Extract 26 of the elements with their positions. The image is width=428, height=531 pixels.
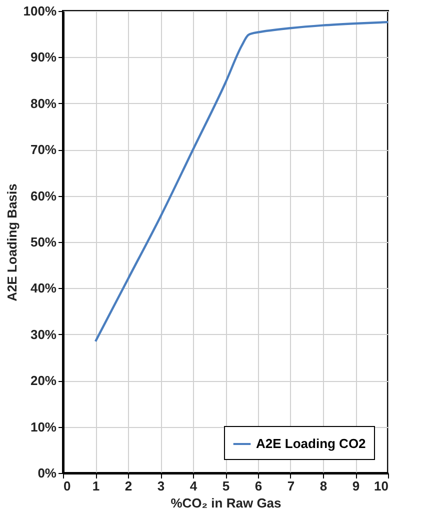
x-tick-label: 3 <box>157 478 165 494</box>
y-tick-label: 10% <box>30 419 57 434</box>
y-tick-label: 0% <box>38 466 57 480</box>
line-series <box>94 20 390 342</box>
x-tick-label: 10 <box>374 478 388 494</box>
x-tick-label: 1 <box>92 478 100 494</box>
x-tick-label: 5 <box>222 478 230 494</box>
y-axis-title: A2E Loading Basis <box>4 184 20 302</box>
x-tick-label: 9 <box>352 478 360 494</box>
x-tick-label: 8 <box>320 478 328 494</box>
y-tick-label: 80% <box>30 96 57 111</box>
x-tick-label: 6 <box>254 478 262 494</box>
y-tick-label: 60% <box>30 188 57 204</box>
y-tick-label: 90% <box>30 50 57 65</box>
x-tick-label: 7 <box>287 478 295 494</box>
x-axis-title: %CO₂ in Raw Gas <box>170 496 282 510</box>
y-tick-label: 30% <box>30 326 57 342</box>
x-tick-label: 0 <box>64 478 71 494</box>
y-tick-label: 50% <box>30 234 57 250</box>
x-tick-label: 2 <box>124 478 132 494</box>
y-tick-label: 40% <box>30 280 57 296</box>
x-tick-label: 4 <box>190 478 198 494</box>
y-tick-label: 20% <box>30 373 57 388</box>
y-tick-label: 100% <box>23 4 57 18</box>
legend-label: A2E Loading CO2 <box>256 436 366 451</box>
y-tick-label: 70% <box>30 142 57 158</box>
